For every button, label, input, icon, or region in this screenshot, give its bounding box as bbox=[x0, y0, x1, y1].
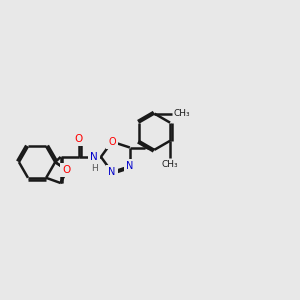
Text: O: O bbox=[108, 137, 116, 147]
Text: N: N bbox=[126, 161, 134, 171]
Text: O: O bbox=[75, 134, 83, 144]
Text: N: N bbox=[90, 152, 98, 162]
Text: H: H bbox=[91, 164, 98, 173]
Text: CH₃: CH₃ bbox=[162, 160, 178, 169]
Text: O: O bbox=[62, 165, 71, 175]
Text: N: N bbox=[108, 167, 116, 177]
Text: CH₃: CH₃ bbox=[174, 109, 190, 118]
